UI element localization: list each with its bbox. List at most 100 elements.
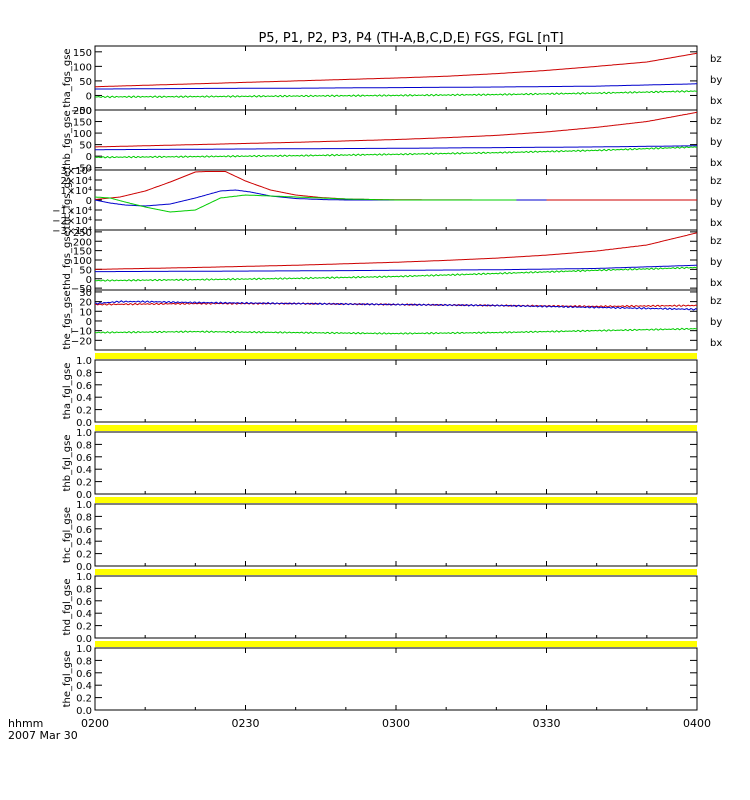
legend-bx: bx	[710, 338, 722, 349]
y-tick-label: 0.2	[76, 550, 92, 561]
panel-frame	[94, 289, 698, 351]
y-tick-label: 0.2	[76, 622, 92, 633]
panel-frame	[94, 503, 698, 567]
series-bz	[95, 171, 697, 201]
panel-frame	[94, 647, 698, 711]
y-tick-label: 0.4	[76, 465, 92, 476]
y-tick-label: 50	[79, 265, 92, 276]
x-tick-label: 0200	[81, 717, 109, 730]
panel-frame	[94, 575, 698, 639]
y-axis-label: thc_fgl_gse	[62, 507, 73, 563]
series-by	[95, 145, 697, 151]
y-tick-label: 250	[73, 228, 92, 239]
y-tick-label: 0.2	[76, 694, 92, 705]
legend-bz: bz	[710, 296, 722, 307]
panel-frame	[94, 431, 698, 495]
y-tick-label: 0.0	[76, 418, 92, 429]
y-axis-label: the_fgs_gse	[62, 290, 73, 349]
y-tick-label: 0.4	[76, 681, 92, 692]
footer-date: 2007 Mar 30	[8, 729, 78, 742]
y-tick-label: 0.4	[76, 393, 92, 404]
y-tick-label: 0.0	[76, 706, 92, 717]
legend-by: by	[710, 137, 722, 148]
legend-bx: bx	[710, 96, 722, 107]
y-tick-label: 0	[86, 152, 92, 163]
y-tick-label: 1.0	[76, 644, 92, 655]
y-tick-label: 0.2	[76, 406, 92, 417]
y-tick-label: −2×10⁴	[52, 216, 92, 227]
footer-hhmm: hhmm	[8, 717, 43, 730]
legend-bz: bz	[710, 54, 722, 65]
series-bx	[95, 266, 697, 282]
x-tick-label: 0400	[683, 717, 711, 730]
y-tick-label: 50	[79, 77, 92, 88]
y-tick-label: 0	[86, 91, 92, 102]
series-bx	[95, 146, 697, 159]
legend-bx: bx	[710, 158, 722, 169]
y-tick-label: 30	[79, 288, 92, 299]
series-bz	[95, 111, 697, 148]
x-tick-label: 0300	[382, 717, 410, 730]
y-tick-label: 3×10⁴	[61, 166, 92, 177]
y-tick-label: −1×10⁴	[52, 206, 92, 217]
y-tick-label: 1.0	[76, 500, 92, 511]
y-tick-label: 100	[73, 129, 92, 140]
y-tick-label: 0.4	[76, 609, 92, 620]
panel-thc_fgs_gse: 3×10⁴2×10⁴1×10⁴0−1×10⁴−2×10⁴−3×10⁴thc_fg…	[52, 166, 722, 237]
y-tick-label: −3×10⁴	[52, 226, 92, 237]
y-tick-label: 0.6	[76, 453, 92, 464]
y-tick-label: 0.0	[76, 634, 92, 645]
legend-by: by	[710, 75, 722, 86]
y-tick-label: 150	[73, 247, 92, 258]
y-tick-label: 0.0	[76, 562, 92, 573]
y-axis-label: thd_fgs_gse	[62, 230, 73, 289]
y-tick-label: 0	[86, 317, 92, 328]
y-tick-label: 100	[73, 62, 92, 73]
y-tick-label: 1.0	[76, 428, 92, 439]
y-tick-label: 0	[86, 196, 92, 207]
no-data-bar	[95, 497, 697, 503]
y-tick-label: 200	[73, 237, 92, 248]
legend-bz: bz	[710, 116, 722, 127]
x-tick-label: 0330	[533, 717, 561, 730]
y-tick-label: −20	[71, 336, 92, 347]
y-tick-label: 0.2	[76, 478, 92, 489]
y-tick-label: 0.6	[76, 525, 92, 536]
panel-frame	[94, 229, 698, 291]
y-tick-label: 0.4	[76, 537, 92, 548]
y-axis-label: thb_fgl_gse	[62, 435, 73, 492]
series-bz	[95, 52, 697, 88]
y-axis-label: tha_fgl_gse	[62, 363, 73, 420]
y-tick-label: 1.0	[76, 572, 92, 583]
series-by	[95, 264, 697, 273]
y-tick-label: 20	[79, 298, 92, 309]
chart-title: P5, P1, P2, P3, P4 (TH-A,B,C,D,E) FGS, F…	[258, 31, 563, 46]
x-tick-label: 0230	[232, 717, 260, 730]
no-data-bar	[95, 353, 697, 359]
y-tick-label: 10	[79, 307, 92, 318]
legend-bz: bz	[710, 176, 722, 187]
y-tick-label: 0.6	[76, 381, 92, 392]
y-tick-label: 2×10⁴	[61, 176, 92, 187]
y-tick-label: 150	[73, 118, 92, 129]
panel-frame	[94, 359, 698, 423]
legend-by: by	[710, 197, 722, 208]
y-axis-label: thc_fgs_gse	[62, 171, 73, 230]
y-axis-label: the_fgl_gse	[62, 651, 73, 708]
legend-by: by	[710, 257, 722, 268]
y-tick-label: 150	[73, 48, 92, 59]
y-tick-label: 0.8	[76, 512, 92, 523]
no-data-bar	[95, 569, 697, 575]
legend-by: by	[710, 317, 722, 328]
y-tick-label: 0	[86, 275, 92, 286]
series-by	[95, 83, 697, 90]
y-tick-label: 0.8	[76, 368, 92, 379]
y-tick-label: 50	[79, 141, 92, 152]
y-tick-label: −50	[71, 284, 92, 295]
